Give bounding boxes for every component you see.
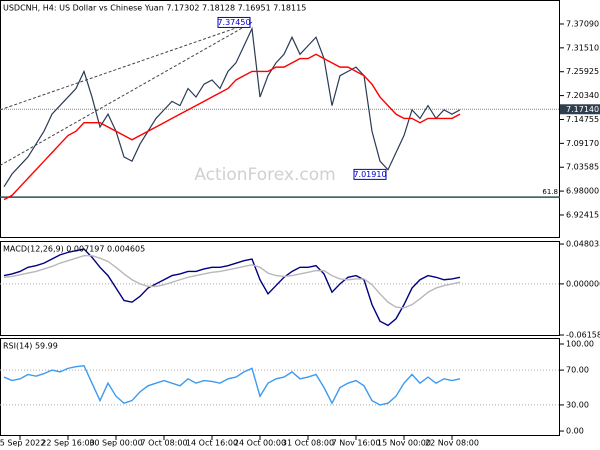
x-tick-label: 15 Sep 2022 [0,439,45,448]
series-line [3,26,461,188]
current-price-box [560,104,600,115]
x-tick-label: 7 Nov 16:00 [332,439,381,448]
y-tick-label: 7.20340 [566,91,599,100]
y-tick-label: 0.000000 [566,279,600,288]
panel-title: RSI(14) 59.99 [3,342,58,351]
trendline [0,21,253,111]
y-tick-label: 0.048035 [566,240,600,249]
x-tick-label: 14 Oct 16:00 [186,439,238,448]
x-tick-label: 31 Oct 08:00 [282,439,334,448]
y-tick-label: 7.37090 [566,19,599,28]
y-tick-label: 7.31510 [566,43,599,52]
annotation-label: 7.01910 [353,170,386,179]
series-line [3,53,461,201]
trendline [0,22,253,166]
y-tick-label: 0.00 [566,427,584,436]
x-tick-label: 24 Oct 00:00 [234,439,286,448]
x-tick-label: 22 Sep 16:00 [41,439,94,448]
y-tick-label: 7.14755 [566,115,599,124]
annotation-box [217,16,251,28]
y-tick-label: 6.98000 [566,187,599,196]
y-tick-label: 7.09170 [566,139,599,148]
watermark: ActionForex.com [194,165,335,185]
y-tick-label: 30.00 [566,400,589,409]
y-tick-label: -0.061583 [566,330,600,339]
series-line [3,248,461,327]
fib-level-label: 61.8 [542,188,558,196]
panel-title: USDCNH, H4: US Dollar vs Chinese Yuan 7.… [3,4,306,13]
panel-frame [0,338,560,436]
y-tick-label: 100.00 [566,340,594,349]
y-tick-label: 7.25925 [566,67,599,76]
y-tick-label: 7.03585 [566,163,599,172]
y-tick-label: 6.92415 [566,210,599,219]
panel-title: MACD(12,26,9) 0.007197 0.004605 [3,245,145,254]
current-price-label: 7.17140 [566,105,599,114]
panel-frame [0,241,560,336]
annotation-label: 7.37450 [217,18,250,27]
x-tick-label: 15 Nov 00:00 [377,439,431,448]
x-tick-label: 30 Sep 00:00 [89,439,142,448]
series-line [3,254,461,309]
x-tick-label: 7 Oct 08:00 [140,439,187,448]
x-tick-label: 22 Nov 08:00 [425,439,479,448]
annotation-box [353,168,387,180]
y-tick-label: 70.00 [566,366,589,375]
panel-frame [0,0,560,238]
series-line [3,365,461,406]
